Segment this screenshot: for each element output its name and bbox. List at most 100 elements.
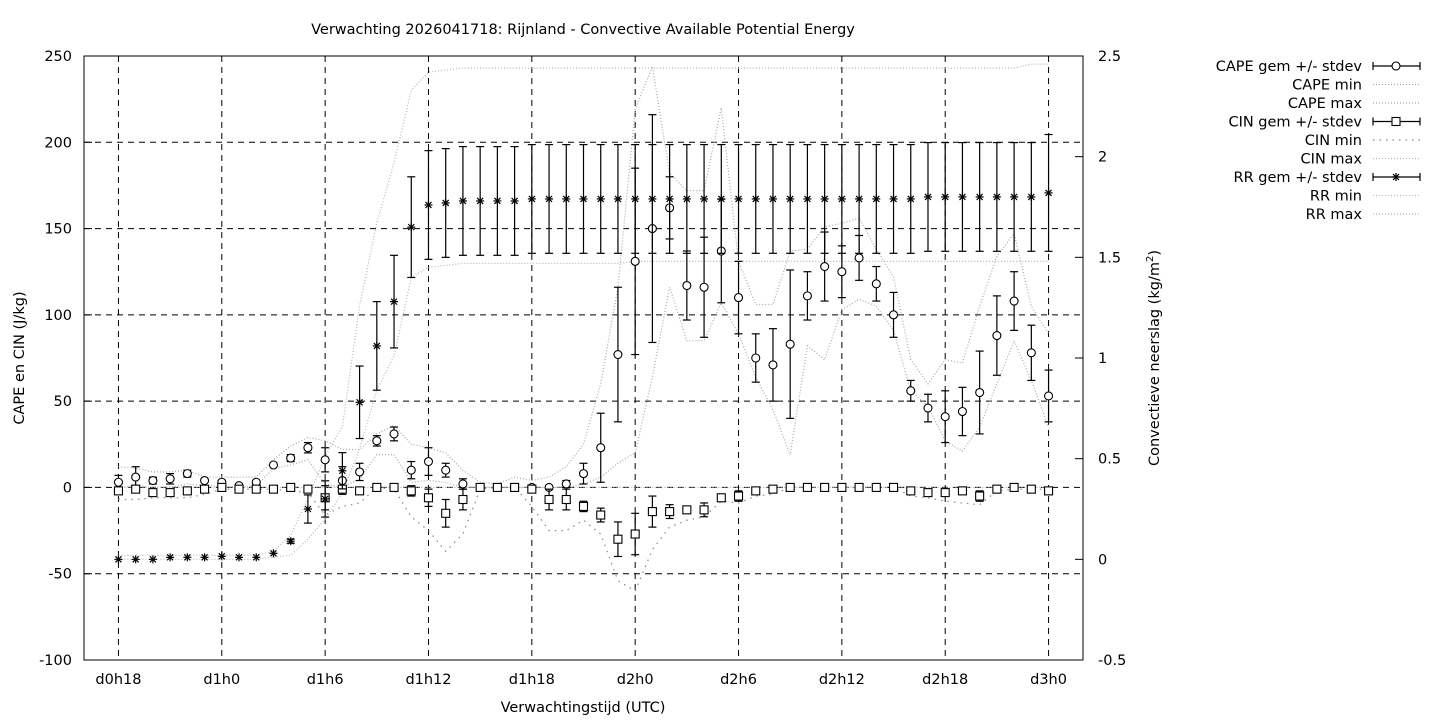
y2-tick-label: 0.5 (1098, 452, 1121, 468)
square-marker (372, 482, 382, 492)
circle-marker (785, 339, 795, 349)
legend-entry: CAPE min (1292, 78, 1420, 94)
square-marker (1026, 484, 1036, 494)
star-marker (786, 194, 795, 203)
circle-marker (613, 349, 623, 360)
data-point (906, 379, 916, 402)
star-marker (613, 194, 622, 203)
star-stroke (476, 197, 484, 205)
star-stroke (562, 195, 570, 203)
circle-marker (957, 406, 967, 417)
circle-marker (1026, 348, 1036, 358)
data-point (751, 143, 760, 254)
star-stroke (735, 195, 742, 203)
y-tick-label: 200 (44, 135, 72, 151)
data-point (200, 484, 210, 494)
data-point (940, 390, 950, 444)
star-marker (682, 194, 691, 203)
square-marker (906, 486, 916, 496)
data-point (647, 495, 657, 528)
star-stroke (700, 195, 708, 203)
circle-marker (355, 467, 365, 477)
star-marker (872, 194, 881, 203)
data-point (113, 486, 123, 496)
data-point (786, 143, 795, 254)
square-marker (544, 494, 554, 505)
star-marker (579, 194, 588, 203)
star-marker (596, 194, 605, 203)
data-point (148, 475, 158, 486)
data-point (802, 271, 812, 321)
star-stroke (872, 195, 880, 203)
square-marker (682, 505, 692, 515)
data-point (424, 150, 433, 260)
circle-marker (820, 261, 830, 272)
star-marker (1010, 192, 1019, 201)
data-point (407, 176, 416, 279)
data-point (148, 488, 158, 498)
star-marker (889, 194, 898, 203)
data-point (716, 493, 726, 503)
circle-marker (751, 353, 761, 363)
legend-label: CAPE min (1292, 78, 1362, 94)
star-marker (562, 194, 571, 203)
square-marker (423, 493, 434, 503)
star-stroke (132, 555, 140, 563)
square-marker (113, 486, 123, 496)
star-marker (303, 505, 312, 513)
data-point (423, 447, 434, 476)
data-point (768, 484, 778, 494)
data-point (837, 482, 847, 492)
star-stroke (941, 193, 949, 201)
data-point (596, 143, 605, 254)
x-tick-label: d2h6 (720, 672, 757, 688)
data-point (682, 143, 691, 254)
circle-marker (871, 279, 881, 289)
data-point (596, 507, 606, 523)
circle-marker (286, 453, 296, 463)
star-marker (768, 194, 777, 203)
data-point (871, 265, 881, 302)
circle-marker (906, 386, 916, 396)
data-point (579, 143, 588, 254)
star-stroke (218, 552, 226, 560)
data-point (458, 146, 467, 256)
data-point (200, 475, 210, 486)
data-point (148, 555, 157, 564)
star-stroke (580, 195, 587, 203)
data-point (321, 480, 330, 518)
data-point (423, 488, 434, 508)
legend-entry: RR max (1306, 207, 1420, 223)
star-marker (527, 194, 536, 203)
star-stroke (1010, 193, 1018, 201)
data-point (561, 479, 571, 489)
data-point (510, 482, 520, 492)
square-marker (475, 482, 485, 492)
square-marker (217, 482, 227, 492)
y2-tick-label: 2 (1098, 150, 1107, 166)
data-point (252, 553, 261, 562)
star-stroke (1392, 173, 1400, 181)
square-marker (940, 488, 950, 498)
y2-label-sup: 2 (1145, 256, 1156, 262)
star-stroke (821, 195, 829, 203)
legend: CAPE gem +/- stdev CAPE min CAPE max CIN ge… (1216, 59, 1421, 223)
y2-label-end: ) (1147, 250, 1163, 256)
star-stroke (631, 195, 639, 203)
x-tick-label: d1h12 (405, 672, 451, 688)
star-stroke (304, 505, 312, 513)
data-point (217, 482, 227, 492)
data-point (235, 553, 244, 562)
star-marker (355, 398, 364, 407)
data-point (888, 291, 899, 338)
data-point (1009, 482, 1019, 492)
data-point (596, 412, 606, 483)
star-marker (717, 194, 726, 203)
data-point (166, 553, 175, 562)
star-stroke (166, 553, 174, 561)
data-point (165, 488, 175, 498)
circle-marker (733, 293, 744, 303)
data-point (923, 393, 933, 423)
circle-marker (1044, 391, 1054, 401)
star-marker (837, 194, 846, 203)
